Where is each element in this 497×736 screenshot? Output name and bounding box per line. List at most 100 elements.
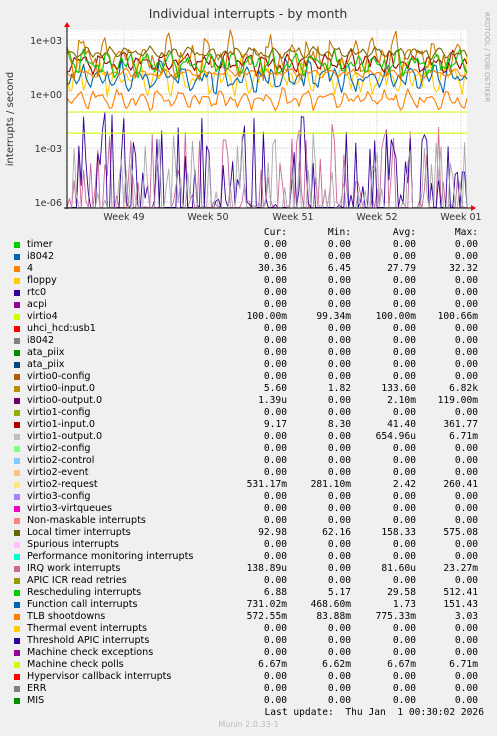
legend-swatch [14, 242, 20, 248]
legend-row: Non-maskable interrupts 0.00 0.00 0.00 0.00 [0, 515, 497, 527]
legend-cur-value: 138.89u [246, 563, 287, 574]
legend-max-value: 0.00 [454, 491, 478, 502]
legend-label: virtio2-request [27, 479, 98, 490]
legend-max-value: 0.00 [454, 335, 478, 346]
legend-label: Non-maskable interrupts [27, 515, 146, 526]
y-tick-label: 1e+00 [30, 90, 62, 101]
series-line [66, 86, 468, 112]
legend-swatch [14, 458, 20, 464]
legend-max-value: 0.00 [454, 551, 478, 562]
legend-max-value: 119.00m [437, 395, 478, 406]
legend-min-value: 6.62m [322, 659, 351, 670]
legend-avg-value: 6.67m [387, 659, 416, 670]
legend-label: virtio0-config [27, 371, 91, 382]
legend-max-value: 0.00 [454, 515, 478, 526]
legend-label: TLB shootdowns [27, 611, 106, 622]
legend-row: Hypervisor callback interrupts 0.00 0.00 0.… [0, 671, 497, 683]
legend-max-value: 0.00 [454, 287, 478, 298]
legend-min-value: 0.00 [327, 683, 351, 694]
legend-avg-value: 0.00 [392, 275, 416, 286]
legend-avg-value: 0.00 [392, 503, 416, 514]
legend-cur-value: 0.00 [263, 431, 287, 442]
legend-row: virtio0-config 0.00 0.00 0.00 0.00 [0, 371, 497, 383]
legend-swatch [14, 446, 20, 452]
legend-max-value: 512.41 [443, 587, 478, 598]
legend-avg-value: 0.00 [392, 335, 416, 346]
x-tick-label: Week 50 [187, 212, 228, 223]
legend-row: virtio2-event 0.00 0.00 0.00 0.00 [0, 467, 497, 479]
legend-cur-value: 0.00 [263, 251, 287, 262]
legend-swatch [14, 470, 20, 476]
legend-row: 4 30.36 6.45 27.79 32.32 [0, 263, 497, 275]
legend-cur-value: 0.00 [263, 335, 287, 346]
legend-max-value: 0.00 [454, 467, 478, 478]
legend-label: virtio2-control [27, 455, 95, 466]
legend-label: Thermal event interrupts [27, 623, 147, 634]
legend-swatch [14, 302, 20, 308]
legend-max-value: 0.00 [454, 695, 478, 706]
legend-row: ata_piix 0.00 0.00 0.00 0.00 [0, 359, 497, 371]
header-cur: Cur: [263, 227, 287, 238]
legend-row: Spurious interrupts 0.00 0.00 0.00 0.00 [0, 539, 497, 551]
legend-cur-value: 0.00 [263, 635, 287, 646]
legend-max-value: 23.27m [443, 563, 478, 574]
legend-rows: timer 0.00 0.00 0.00 0.00 i8042 0.00 0.00 0.00 0.… [0, 239, 497, 707]
legend-cur-value: 0.00 [263, 359, 287, 370]
legend-label: i8042 [27, 335, 55, 346]
legend-max-value: 0.00 [454, 683, 478, 694]
legend-header: Cur: Min: Avg: Max: [0, 227, 497, 239]
header-avg: Avg: [392, 227, 416, 238]
y-axis-arrow [64, 22, 70, 27]
legend-min-value: 0.00 [327, 467, 351, 478]
legend-cur-value: 0.00 [263, 623, 287, 634]
legend-row: IRQ work interrupts 138.89u 0.00 81.60u 23.2… [0, 563, 497, 575]
x-tick-labels: Week 49 Week 50 Week 51 Week 52 Week 01 [103, 212, 481, 223]
legend-row: Rescheduling interrupts 6.88 5.17 29.58 512.… [0, 587, 497, 599]
legend-max-value: 0.00 [454, 671, 478, 682]
legend-avg-value: 0.00 [392, 371, 416, 382]
legend-avg-value: 0.00 [392, 287, 416, 298]
legend-swatch [14, 386, 20, 392]
legend-label: virtio1-output.0 [27, 431, 103, 442]
legend-row: Machine check polls 6.67m 6.62m 6.67m 6.71m [0, 659, 497, 671]
legend-cur-value: 100.00m [246, 311, 287, 322]
legend-min-value: 0.00 [327, 431, 351, 442]
legend-row: virtio2-control 0.00 0.00 0.00 0.00 [0, 455, 497, 467]
legend-swatch [14, 314, 20, 320]
legend-avg-value: 0.00 [392, 323, 416, 334]
legend-min-value: 0.00 [327, 503, 351, 514]
legend-max-value: 0.00 [454, 503, 478, 514]
legend-footer: Last update: Thu Jan 1 00:30:02 2026 [0, 707, 497, 719]
legend-row: virtio4 100.00m 99.34m 100.00m 100.66m [0, 311, 497, 323]
munin-version: Munin 2.0.33-1 [218, 720, 279, 729]
legend-min-value: 468.60m [310, 599, 351, 610]
legend-avg-value: 0.00 [392, 635, 416, 646]
legend-swatch [14, 266, 20, 272]
legend-row: virtio1-output.0 0.00 0.00 654.96u 6.71m [0, 431, 497, 443]
legend-avg-value: 0.00 [392, 347, 416, 358]
legend-min-value: 0.00 [327, 287, 351, 298]
legend-cur-value: 531.17m [246, 479, 287, 490]
legend-row: Machine check exceptions 0.00 0.00 0.00 0.00 [0, 647, 497, 659]
legend-avg-value: 29.58 [387, 587, 416, 598]
legend-cur-value: 30.36 [258, 263, 287, 274]
legend-swatch [14, 614, 20, 620]
legend-min-value: 0.00 [327, 371, 351, 382]
legend-cur-value: 0.00 [263, 539, 287, 550]
legend: Cur: Min: Avg: Max: timer 0.00 0.00 0.00 0.0… [0, 227, 497, 719]
legend-cur-value: 0.00 [263, 491, 287, 502]
legend-max-value: 3.03 [454, 611, 478, 622]
legend-row: acpi 0.00 0.00 0.00 0.00 [0, 299, 497, 311]
legend-max-value: 151.43 [443, 599, 478, 610]
legend-label: i8042 [27, 251, 55, 262]
legend-avg-value: 0.00 [392, 671, 416, 682]
legend-avg-value: 0.00 [392, 455, 416, 466]
legend-min-value: 0.00 [327, 635, 351, 646]
legend-avg-value: 81.60u [381, 563, 416, 574]
legend-swatch [14, 278, 20, 284]
legend-swatch [14, 530, 20, 536]
legend-cur-value: 0.00 [263, 515, 287, 526]
legend-label: Local timer interrupts [27, 527, 131, 538]
header-min: Min: [327, 227, 351, 238]
legend-min-value: 0.00 [327, 239, 351, 250]
